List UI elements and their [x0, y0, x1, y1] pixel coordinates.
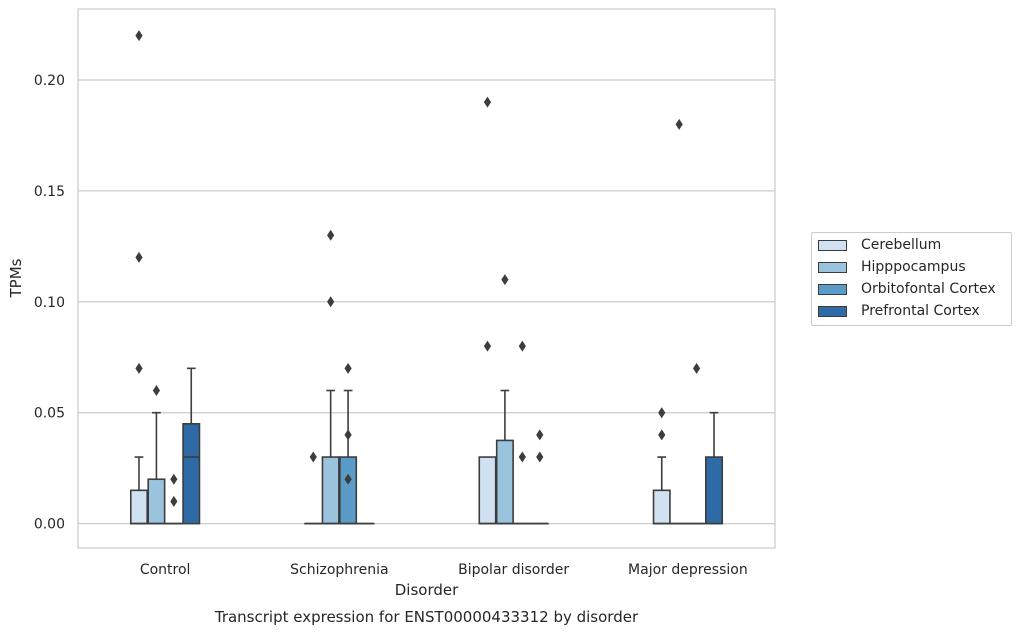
outlier-point [135, 30, 143, 42]
legend-swatch-cerebellum [818, 239, 847, 251]
legend: Cerebellum Hipppocampus Orbitofontal Cor… [811, 232, 1012, 326]
x-axis-label: Disorder [395, 581, 459, 599]
box-group [147, 385, 166, 525]
y-tick-label: 0.15 [34, 184, 65, 200]
box-group [513, 340, 532, 525]
box [704, 456, 724, 525]
plot-frame [77, 8, 776, 549]
box [321, 456, 340, 525]
outlier-point [327, 229, 335, 241]
outlier-point [536, 429, 544, 441]
y-tick-label: 0.05 [34, 406, 65, 422]
legend-item-orbitofrontal-cortex: Orbitofontal Cortex [818, 279, 996, 299]
chart-title: Transcript expression for ENST0000043331… [214, 608, 639, 626]
outlier-point [501, 274, 509, 286]
box-group [495, 274, 514, 525]
box [129, 489, 148, 525]
legend-swatch-hippocampus [818, 261, 847, 273]
outlier-point [327, 296, 335, 308]
x-tick-label: Control [140, 562, 191, 578]
outlier-point [309, 451, 317, 463]
x-tick-label: Major depression [628, 562, 748, 578]
y-tick-label: 0.20 [34, 73, 65, 89]
outlier-point [658, 429, 666, 441]
legend-item-prefrontal-cortex: Prefrontal Cortex [818, 301, 980, 321]
box-group [670, 118, 689, 525]
outlier-point [344, 473, 352, 485]
box [652, 489, 671, 525]
outlier-point [518, 451, 526, 463]
x-tick-label: Bipolar disorder [458, 562, 569, 578]
legend-label: Orbitofontal Cortex [861, 281, 996, 297]
box-group [704, 411, 724, 525]
legend-item-cerebellum: Cerebellum [818, 235, 941, 255]
outlier-point [135, 251, 143, 263]
outlier-point [344, 362, 352, 374]
box-group [478, 96, 497, 525]
outlier-point [518, 340, 526, 352]
box-plot-series [129, 30, 724, 525]
box [182, 422, 201, 525]
box-group [530, 429, 549, 525]
legend-label: Hipppocampus [861, 259, 966, 275]
box [339, 456, 358, 525]
legend-item-hippocampus: Hipppocampus [818, 257, 966, 277]
y-tick-label: 0.00 [34, 517, 65, 533]
x-axis-ticks: Control Schizophrenia Bipolar disorder Majo… [140, 562, 748, 578]
box-group [304, 451, 323, 525]
box [147, 478, 166, 525]
y-tick-label: 0.10 [34, 295, 65, 311]
box-group [129, 30, 148, 525]
outlier-point [483, 340, 492, 352]
outlier-point [536, 451, 544, 463]
outlier-point [170, 473, 178, 485]
box-group [339, 362, 358, 525]
outlier-point [692, 362, 701, 374]
box-group [652, 407, 671, 525]
outlier-point [675, 118, 683, 130]
box [478, 456, 497, 525]
outlier-point [658, 407, 666, 419]
y-axis-label: TPMs [7, 258, 25, 298]
outlier-point [152, 385, 161, 397]
box-group [321, 229, 340, 525]
outlier-point [135, 362, 143, 374]
x-tick-label: Schizophrenia [290, 562, 388, 578]
box-group [164, 473, 183, 525]
legend-label: Cerebellum [861, 237, 942, 253]
outlier-point [483, 96, 492, 108]
legend-label: Prefrontal Cortex [861, 303, 980, 319]
outlier-point [344, 429, 352, 441]
outlier-point [170, 495, 178, 507]
y-axis-ticks: 0.00 0.05 0.10 0.15 0.20 [34, 73, 65, 533]
box-group [687, 362, 706, 525]
box-group [182, 367, 201, 525]
legend-swatch-prefrontal-cortex [818, 305, 847, 317]
box [495, 439, 514, 525]
legend-swatch-orbitofrontal-cortex [818, 283, 847, 295]
